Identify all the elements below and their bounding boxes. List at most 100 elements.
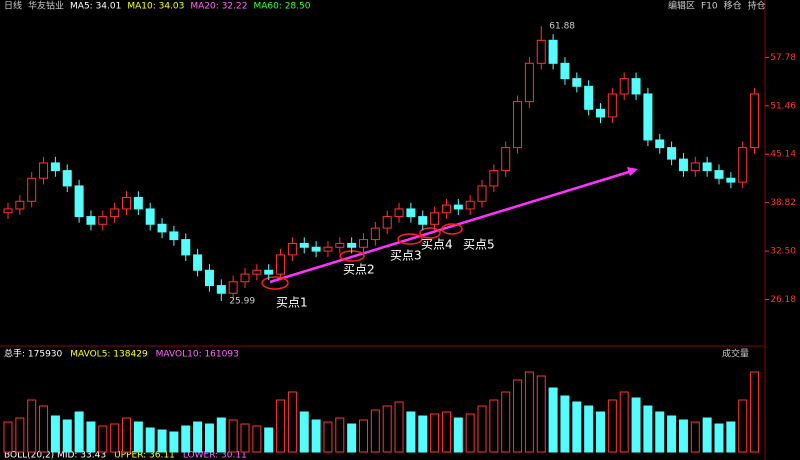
candle-body: [596, 108, 605, 118]
volume-bar: [335, 417, 345, 453]
candle-body: [169, 231, 179, 241]
buy-circle: [261, 276, 289, 290]
toolbar-item: 持仓: [748, 0, 766, 12]
volume-bar: [631, 397, 641, 453]
candle-body: [643, 93, 653, 141]
volume-bar: [750, 371, 760, 453]
annotation: 买点3: [390, 249, 422, 263]
toolbar-item: F10: [701, 2, 718, 12]
indicator-header-item: BOLL(20,2) MID: 33.43: [4, 451, 106, 460]
candle-body: [370, 227, 380, 241]
volume-bar: [157, 429, 167, 453]
candle-body: [690, 162, 700, 172]
candle-body: [489, 170, 499, 187]
candle-body: [276, 254, 286, 275]
candle-body: [122, 196, 131, 210]
candle-body: [133, 196, 143, 210]
header-item: MA5: 34.01: [70, 2, 121, 12]
volume-bar: [548, 387, 558, 453]
buy-circle: [397, 233, 423, 245]
y-tick-label: 51.46: [770, 101, 796, 111]
volume-bar: [643, 405, 653, 453]
buy-circle: [441, 223, 463, 235]
candle-body: [667, 147, 677, 160]
candle-body: [607, 93, 617, 118]
low-label: 25.99: [229, 296, 255, 306]
volume-bar: [122, 417, 131, 453]
volume-bar: [359, 419, 368, 453]
volume-header-item: MAVOL10: 161093: [156, 350, 239, 360]
candle-body: [584, 85, 594, 110]
trend-arrow: [269, 169, 633, 284]
volume-bar: [347, 423, 357, 453]
y-tick-label: 26.18: [770, 295, 796, 305]
candle-body: [27, 177, 37, 202]
volume-bar: [655, 411, 665, 453]
volume-bar: [133, 421, 143, 453]
volume-bar: [252, 425, 262, 453]
candle-body: [619, 78, 629, 95]
volume-bar: [204, 423, 214, 453]
candle-body: [501, 147, 511, 172]
arrow-head: [627, 167, 638, 176]
volume-bar: [619, 391, 629, 453]
volume-bar: [501, 391, 511, 453]
candle-body: [406, 208, 416, 218]
candle-body: [98, 216, 108, 225]
volume-bar: [560, 395, 570, 453]
volume-bar: [15, 417, 25, 453]
toolbar-item: 移仓: [724, 0, 742, 12]
volume-bar: [169, 431, 179, 453]
candle-body: [465, 200, 475, 210]
volume-bar: [382, 405, 392, 453]
volume-bar: [145, 427, 155, 453]
candle-body: [110, 208, 120, 218]
volume-bar: [418, 415, 428, 453]
volume-bar: [311, 419, 321, 453]
volume-bar: [406, 411, 416, 453]
candle-body: [513, 101, 523, 149]
volume-bar: [370, 409, 380, 453]
volume-bar: [299, 411, 309, 453]
candle-body: [441, 204, 451, 214]
high-label: 61.88: [549, 21, 575, 31]
candle-body: [453, 204, 463, 210]
volume-bar: [430, 413, 440, 453]
volume-bar: [690, 421, 700, 453]
candle-body: [216, 285, 226, 294]
candle-body: [750, 93, 760, 149]
volume-bar: [702, 417, 712, 453]
volume-bar: [193, 421, 203, 453]
volume-header-item: 总手: 175930: [4, 348, 63, 360]
candle-body: [204, 269, 214, 287]
candle-body: [228, 281, 238, 294]
candle-body: [311, 246, 321, 252]
candle-body: [3, 208, 13, 214]
candle-body: [536, 39, 546, 64]
indicator-header-item: LOWER: 30.11: [183, 451, 247, 460]
candle-body: [548, 39, 558, 64]
volume-bar: [228, 419, 238, 453]
candle-body: [738, 147, 748, 183]
candle-body: [74, 185, 84, 218]
volume-bar: [489, 399, 499, 453]
volume-bar: [513, 379, 523, 453]
header-item: 华友钴业: [28, 0, 64, 12]
annotation: 买点5: [463, 238, 495, 252]
volume-bar: [596, 411, 605, 453]
candle-body: [299, 242, 309, 248]
volume-bar: [667, 415, 677, 453]
volume-bar: [264, 427, 274, 453]
volume-header-item: MAVOL5: 138429: [70, 350, 148, 360]
candle-body: [359, 239, 368, 248]
volume-bar: [181, 425, 191, 453]
volume-bar: [524, 371, 534, 453]
header-item: 日线: [4, 0, 22, 12]
volume-bar: [287, 391, 297, 453]
volume-bar: [394, 401, 404, 453]
header-item: MA10: 34.03: [127, 2, 184, 12]
volume-button[interactable]: 成交量: [722, 348, 749, 360]
volume-bar: [74, 411, 84, 453]
candle-body: [430, 212, 440, 225]
